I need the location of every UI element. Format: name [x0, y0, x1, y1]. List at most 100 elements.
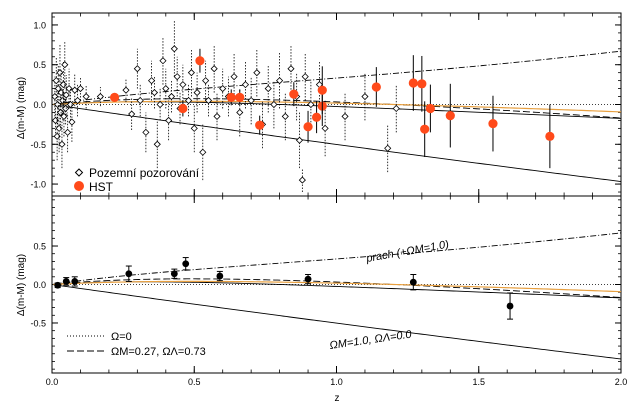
- ground-point: [236, 108, 244, 117]
- ground-point: [187, 69, 195, 77]
- ground-point: [190, 124, 198, 132]
- ground-point: [122, 86, 130, 94]
- y-tick-label: -0.5: [30, 140, 46, 150]
- hst-point: [311, 112, 322, 122]
- binned-data-series: [54, 257, 514, 320]
- top-model-curves: [52, 50, 621, 182]
- x-tick-label: 2.0: [615, 377, 628, 387]
- orange-fit-curve: [53, 280, 621, 293]
- y-tick-label: 1.0: [33, 20, 46, 30]
- hst-point: [303, 122, 313, 132]
- ground-point: [241, 81, 250, 89]
- ground-point: [61, 61, 69, 69]
- ground-point: [148, 77, 156, 85]
- hst-point: [109, 92, 120, 102]
- y-tick-label: 0.0: [33, 280, 46, 290]
- ground-point: [264, 85, 272, 93]
- bottom-y-ticks: -0.5 0.0 0.5: [30, 199, 621, 370]
- hst-point: [371, 82, 381, 92]
- ground-point: [52, 77, 60, 85]
- ground-point: [62, 91, 70, 99]
- ground-point: [96, 92, 104, 101]
- legend-entry-omega-zero: Ω=0: [67, 331, 132, 343]
- ground-point: [204, 96, 213, 105]
- x-tick-label: 0.5: [188, 377, 201, 387]
- binned-point: [304, 275, 312, 283]
- binned-point: [506, 302, 514, 310]
- top-panel: -1.0 -0.5 0.0 0.5 1.0 Δ(m-M) (mag) Pozemní p…: [16, 12, 622, 197]
- ground-point: [253, 69, 261, 77]
- hst-point: [545, 131, 555, 141]
- ground-point: [281, 112, 289, 121]
- ground-point: [270, 100, 278, 109]
- binned-point: [170, 270, 178, 278]
- ground-point: [361, 92, 369, 101]
- hst-point: [235, 92, 245, 102]
- dust-model-curve: [53, 232, 621, 285]
- dust-model-curve: [53, 50, 621, 105]
- ground-point: [210, 65, 218, 73]
- hst-point: [255, 120, 265, 130]
- ground-point: [301, 73, 309, 81]
- bottom-x-ticks: 0.0 0.5 1.0 1.5 2.0: [46, 196, 628, 387]
- ground-point: [384, 144, 392, 152]
- x-tick-label: 1.0: [330, 377, 343, 387]
- ground-point: [64, 128, 72, 136]
- hst-point: [195, 56, 205, 66]
- ground-point: [82, 92, 90, 101]
- legend-entry-lcdm: ΩM=0.27, ΩΛ=0.73: [67, 346, 206, 358]
- orange-fit-curve: [53, 100, 621, 113]
- ground-point: [341, 112, 349, 121]
- lcdm-curve: [53, 278, 621, 298]
- y-tick-label: 0.5: [33, 60, 46, 70]
- binned-point: [125, 270, 133, 278]
- ground-point: [53, 132, 61, 140]
- lcdm-curve: [53, 98, 621, 119]
- binned-point: [182, 260, 190, 268]
- x-tick-label: 1.5: [472, 377, 485, 387]
- bottom-panel: -0.50.00.5 0.0 0.5 1.0 1.5 2.0 Δ(m-M) (mag) …: [16, 195, 628, 404]
- hst-point: [445, 111, 455, 121]
- ground-point: [307, 100, 315, 109]
- top-x-ticks: [51, 13, 622, 196]
- ground-point: [58, 140, 66, 148]
- ground-point: [392, 104, 400, 113]
- ground-point: [133, 65, 141, 73]
- hst-point: [488, 118, 498, 129]
- matter-dominated-curve: [53, 284, 621, 360]
- hst-point: [420, 124, 430, 134]
- ground-point: [193, 88, 201, 97]
- binned-point: [216, 272, 224, 280]
- ground-point: [142, 128, 150, 136]
- ground-point: [74, 96, 82, 105]
- hst-point: [408, 78, 418, 88]
- ground-point: [321, 124, 329, 132]
- ground-point: [62, 104, 70, 113]
- hst-marker-icon: [74, 181, 84, 191]
- ground-point: [136, 96, 144, 105]
- ground-point: [219, 85, 227, 93]
- ground-point: [170, 45, 178, 53]
- ground-point: [66, 100, 75, 109]
- ground-point: [230, 73, 238, 81]
- ground-point: [276, 77, 284, 85]
- ground-point: [54, 100, 62, 109]
- ground-point: [295, 136, 304, 144]
- ground-point: [56, 69, 64, 77]
- ground-point: [184, 96, 193, 105]
- y-tick-label: 0.5: [33, 242, 46, 252]
- ground-point: [202, 77, 210, 85]
- ground-point: [173, 73, 181, 81]
- ground-point: [59, 81, 67, 89]
- hst-point: [417, 79, 427, 89]
- hst-data-series: [109, 48, 555, 169]
- ground-point: [150, 88, 158, 97]
- bottom-legend: Ω=0 ΩM=0.27, ΩΛ=0.73: [67, 331, 206, 358]
- ground-point: [57, 88, 65, 97]
- y-tick-label: 0.0: [33, 100, 46, 110]
- ground-point: [179, 81, 187, 89]
- ground-point: [68, 118, 76, 126]
- ground-point: [52, 92, 59, 101]
- annotation-matter: ΩM=1.0, ΩΛ=0.0: [329, 328, 414, 352]
